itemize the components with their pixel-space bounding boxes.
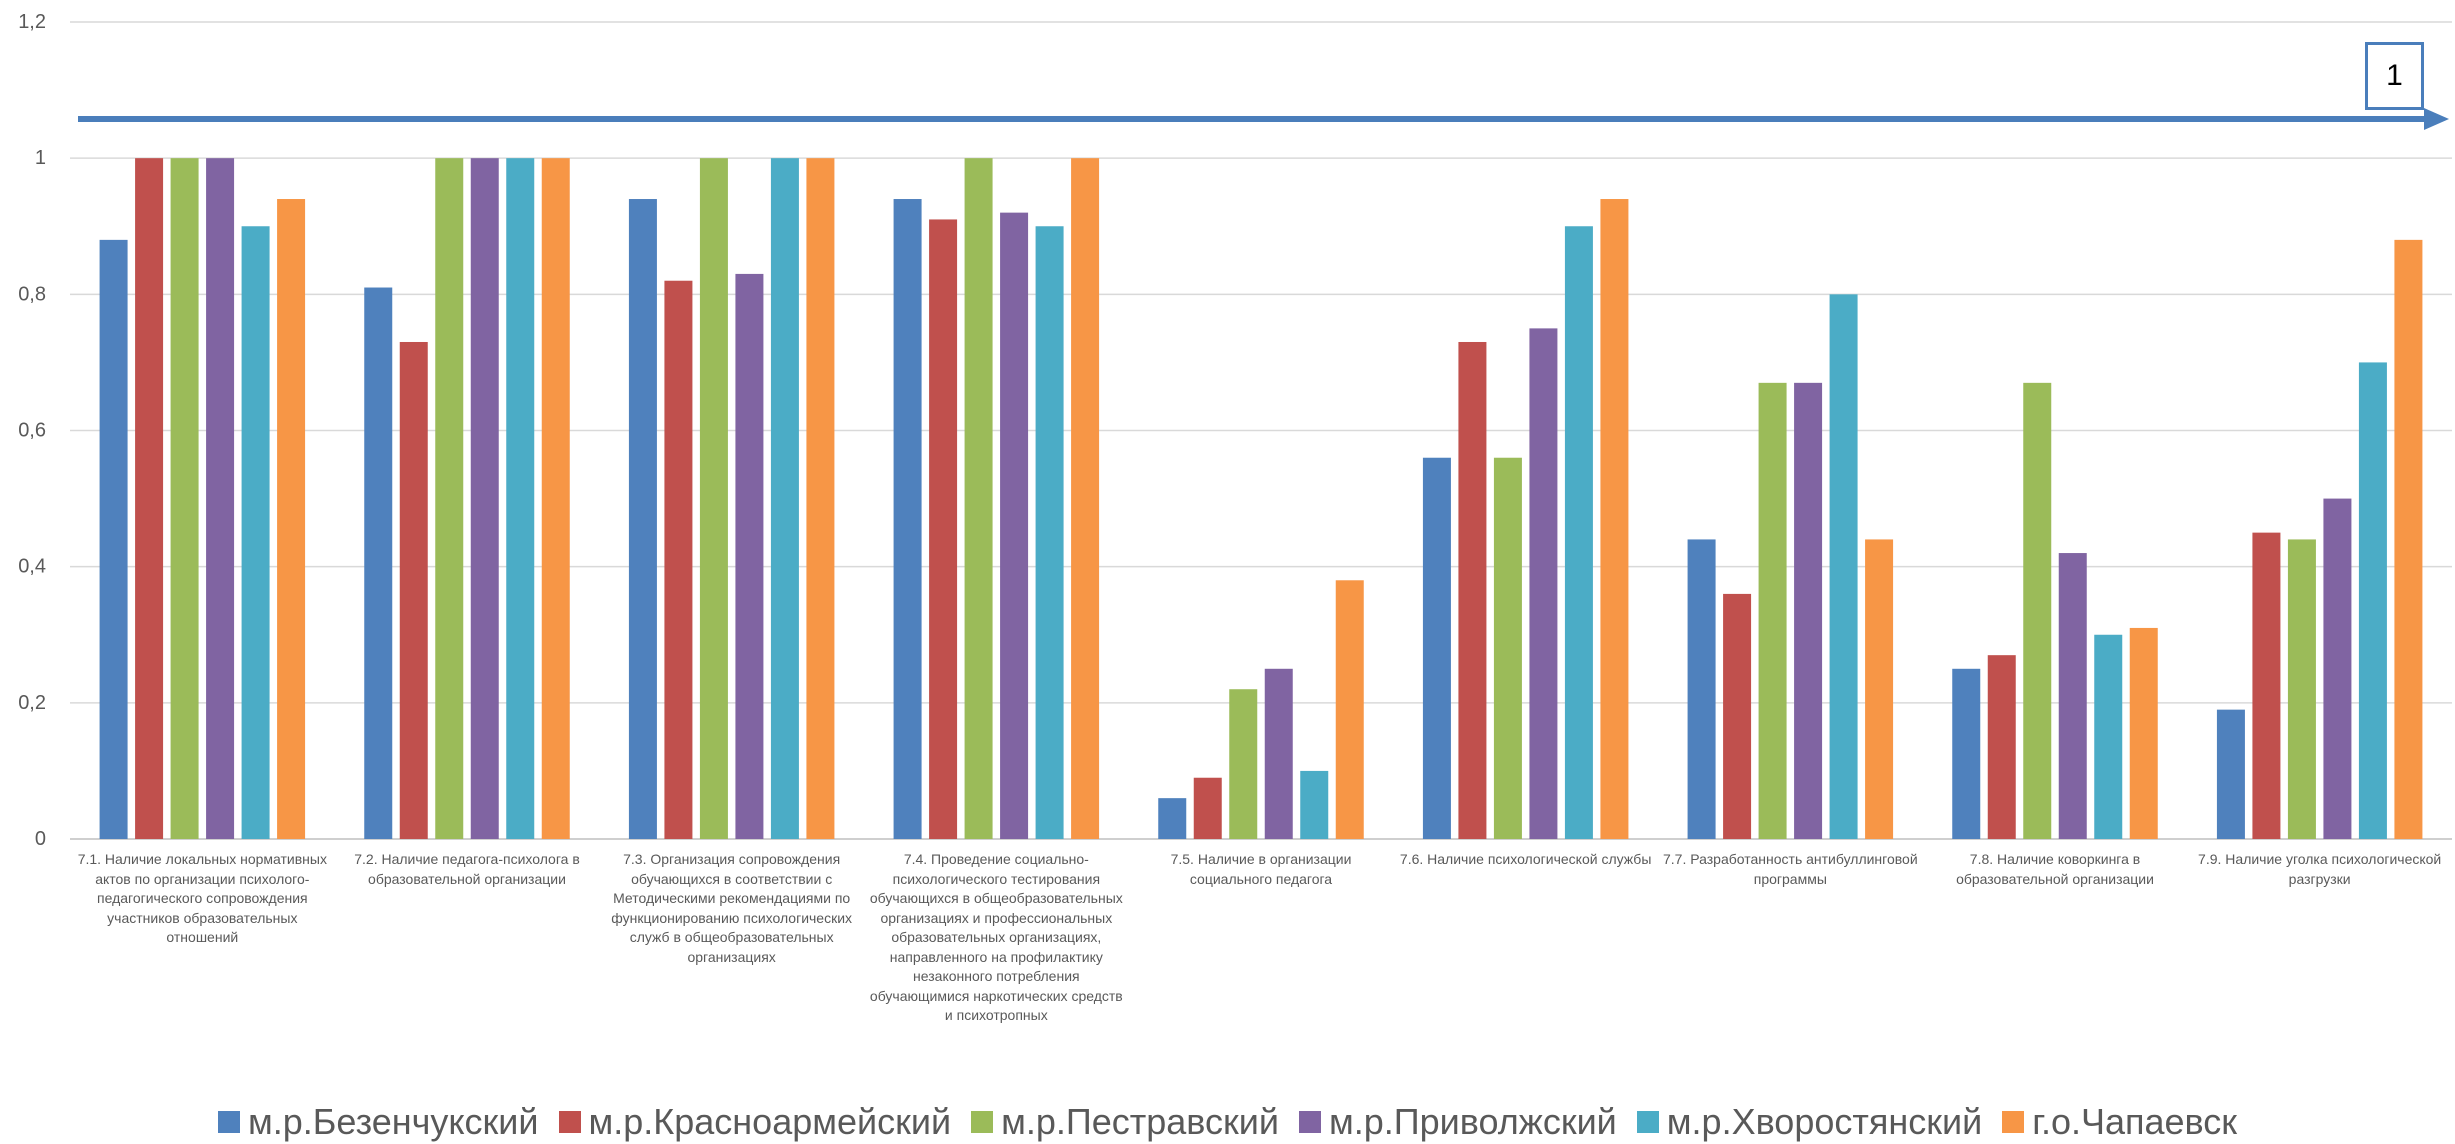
legend-label: м.р.Приволжский <box>1329 1101 1617 1142</box>
chart-bar <box>735 273 764 839</box>
chart-bar <box>1422 457 1451 839</box>
chart-bar <box>1300 770 1329 839</box>
legend-swatch <box>971 1111 994 1133</box>
chart-bar <box>399 341 428 839</box>
chart-bar <box>2323 498 2352 839</box>
legend-item: м.р.Безенчукский <box>217 1101 539 1142</box>
chart-bar <box>2358 362 2387 839</box>
legend-item: м.р.Красноармейский <box>558 1101 952 1142</box>
legend-label: м.р.Красноармейский <box>588 1101 952 1142</box>
x-tick-label: 7.5. Наличие в организации социального п… <box>1170 851 1352 887</box>
legend-swatch <box>217 1111 240 1133</box>
y-tick-label: 0,4 <box>18 556 46 578</box>
x-axis-labels: 7.1. Наличие локальных нормативных актов… <box>0 850 2455 1050</box>
x-tick-label: 7.8. Наличие коворкинга в образовательно… <box>1956 851 2154 887</box>
chart-bar <box>1723 593 1752 839</box>
chart-bar <box>699 158 728 840</box>
chart-bar <box>1335 580 1364 839</box>
chart-bar <box>1865 539 1894 839</box>
arrow-head <box>2424 108 2449 130</box>
chart-bar <box>2394 239 2423 839</box>
chart-bar <box>964 158 993 840</box>
chart-bar <box>1035 226 1064 839</box>
chart-bar <box>1794 382 1823 839</box>
annotation-label: 1 <box>2386 59 2403 92</box>
chart-bar <box>664 280 693 840</box>
chart-bar <box>893 199 922 839</box>
chart-bar <box>99 239 128 839</box>
chart-bar <box>929 219 958 839</box>
chart-bar <box>1193 777 1222 839</box>
y-tick-label: 0,6 <box>18 420 46 442</box>
x-tick-label: 7.3. Организация сопровождения обучающих… <box>611 851 853 965</box>
chart-bar <box>1158 798 1187 839</box>
chart-bar <box>277 199 306 839</box>
x-tick-label: 7.9. Наличие уголка психологической разг… <box>2198 851 2442 887</box>
chart-bar <box>506 158 535 840</box>
legend-swatch <box>1636 1111 1659 1133</box>
x-tick-label: 7.7. Разработанность антибуллинговой про… <box>1663 851 1918 887</box>
legend-item: м.р.Приволжский <box>1299 1102 1617 1142</box>
chart-bar <box>135 158 164 840</box>
chart-bar <box>1000 212 1029 839</box>
legend-label: м.р.Хворостянский <box>1666 1101 1983 1142</box>
chart-bar <box>1687 539 1716 839</box>
chart-bar <box>1987 655 2016 839</box>
x-tick-label: 7.2. Наличие педагога-психолога в образо… <box>354 851 580 887</box>
chart-bar <box>241 226 270 839</box>
legend-swatch <box>558 1111 581 1133</box>
legend-swatch <box>2002 1111 2025 1133</box>
chart-bar <box>1564 226 1593 839</box>
chart-bar <box>364 287 393 839</box>
chart-bar <box>1952 668 1981 839</box>
bars <box>99 158 2423 840</box>
chart-bar <box>541 158 570 840</box>
chart-bar <box>2094 634 2123 839</box>
legend-item: м.р.Хворостянский <box>1636 1101 1983 1142</box>
arrow-annotation <box>78 108 2449 130</box>
y-tick-label: 0 <box>35 828 46 850</box>
chart-bar <box>1493 457 1522 839</box>
legend-label: м.р.Пестравский <box>1001 1101 1279 1142</box>
legend-swatch <box>1299 1111 1321 1133</box>
chart-bar <box>628 199 657 839</box>
chart-bar <box>806 158 835 840</box>
chart-bar <box>1758 382 1787 839</box>
chart-bar <box>2252 532 2281 840</box>
chart-bar <box>1529 328 1558 840</box>
y-tick-label: 0,2 <box>18 692 46 714</box>
legend: м.р.Безенчукский м.р.Красноармейский м.р.П… <box>0 1100 2455 1144</box>
chart-bar <box>1071 158 1100 840</box>
chart-bar <box>435 158 464 840</box>
legend-label: г.о.Чапаевск <box>2032 1101 2237 1142</box>
x-tick-label: 7.1. Наличие локальных нормативных актов… <box>77 851 327 945</box>
chart-bar <box>206 158 235 840</box>
legend-item: г.о.Чапаевск <box>2002 1102 2237 1142</box>
chart-bar <box>1229 689 1258 839</box>
chart-bar <box>1264 668 1293 839</box>
legend-item: м.р.Пестравский <box>971 1102 1279 1142</box>
plot-area: 0 0,2 0,4 0,6 0,8 1 1,2 <box>18 11 2452 850</box>
chart-bar <box>770 158 799 840</box>
chart-bar <box>2129 627 2158 839</box>
chart-bar <box>1600 199 1629 839</box>
annotation-box: 1 <box>2365 42 2424 110</box>
chart-bar <box>2216 709 2245 839</box>
x-tick-label: 7.4. Проведение социально- психологическ… <box>869 851 1123 1023</box>
chart-bar <box>2058 553 2087 839</box>
chart-bar <box>2023 382 2052 839</box>
y-tick-label: 0,8 <box>18 283 46 305</box>
chart-bar <box>170 158 199 840</box>
y-tick-label: 1 <box>35 147 46 169</box>
chart-bar <box>470 158 499 840</box>
chart-bar <box>1829 294 1858 840</box>
legend-label: м.р.Безенчукский <box>247 1101 539 1142</box>
chart-bar <box>2287 539 2316 839</box>
y-tick-label: 1,2 <box>18 11 46 33</box>
x-tick-label: 7.6. Наличие психологической службы <box>1399 851 1652 867</box>
y-axis-labels: 0 0,2 0,4 0,6 0,8 1 1,2 <box>18 11 46 850</box>
chart-bar <box>1458 341 1487 839</box>
gridlines <box>70 21 2452 840</box>
